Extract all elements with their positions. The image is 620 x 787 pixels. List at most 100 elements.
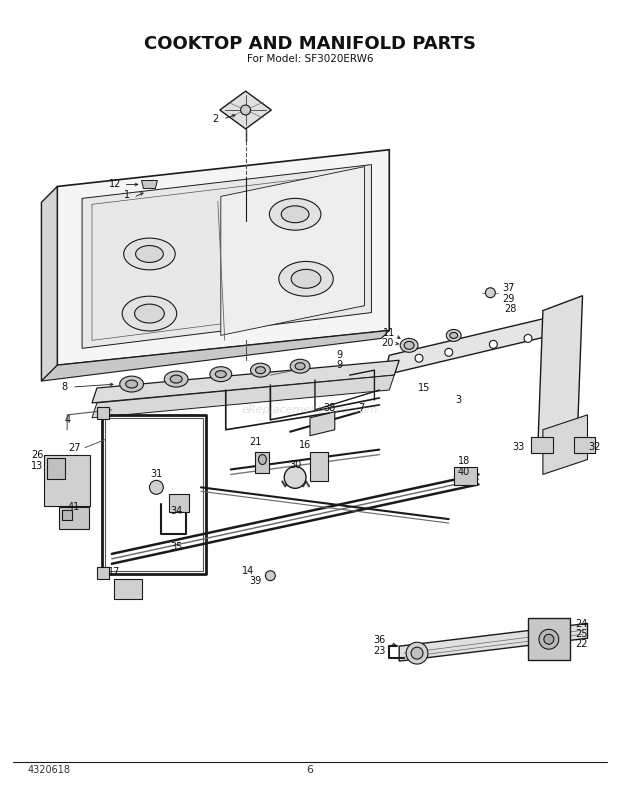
Polygon shape	[384, 311, 578, 375]
Text: 34: 34	[170, 506, 182, 516]
Text: 18: 18	[458, 456, 470, 466]
Polygon shape	[221, 167, 365, 335]
Text: 13: 13	[32, 461, 43, 471]
Ellipse shape	[122, 296, 177, 331]
Text: 40: 40	[458, 467, 470, 478]
Polygon shape	[57, 150, 389, 365]
Ellipse shape	[539, 630, 559, 649]
Ellipse shape	[544, 634, 554, 645]
Bar	[310, 452, 328, 482]
Ellipse shape	[123, 238, 175, 270]
Ellipse shape	[265, 571, 275, 581]
Text: 33: 33	[512, 442, 525, 452]
Text: 7: 7	[358, 403, 365, 413]
Text: 39: 39	[249, 575, 262, 586]
Ellipse shape	[485, 288, 495, 297]
Ellipse shape	[241, 105, 250, 115]
Text: 38: 38	[324, 403, 336, 413]
Bar	[97, 407, 109, 419]
Polygon shape	[220, 91, 272, 129]
Polygon shape	[399, 623, 588, 661]
Text: 15: 15	[418, 383, 430, 393]
Text: 6: 6	[306, 765, 314, 775]
Text: 30: 30	[289, 460, 301, 471]
Bar	[114, 578, 141, 599]
Ellipse shape	[411, 647, 423, 659]
Ellipse shape	[446, 330, 461, 342]
Polygon shape	[310, 412, 335, 436]
Ellipse shape	[489, 341, 497, 349]
Ellipse shape	[404, 342, 414, 349]
Polygon shape	[141, 180, 157, 188]
Text: 35: 35	[170, 542, 182, 552]
Ellipse shape	[524, 334, 532, 342]
Bar	[531, 437, 553, 453]
Text: 22: 22	[575, 639, 588, 649]
Ellipse shape	[269, 198, 321, 230]
Ellipse shape	[149, 480, 163, 494]
Text: 4: 4	[64, 415, 70, 425]
Text: For Model: SF3020ERW6: For Model: SF3020ERW6	[247, 54, 373, 65]
Ellipse shape	[170, 375, 182, 383]
Text: 20: 20	[381, 338, 394, 349]
Text: 12: 12	[108, 179, 121, 190]
Text: 1: 1	[123, 190, 130, 201]
Ellipse shape	[120, 376, 143, 392]
Text: 32: 32	[588, 442, 601, 452]
Bar	[62, 510, 72, 520]
Bar	[45, 455, 90, 506]
Text: 9: 9	[337, 360, 343, 370]
Text: 2: 2	[213, 114, 219, 124]
Text: 36: 36	[373, 635, 386, 645]
Polygon shape	[82, 164, 371, 349]
Text: 25: 25	[575, 630, 588, 639]
Text: 9: 9	[337, 350, 343, 360]
Ellipse shape	[284, 467, 306, 488]
Text: 11: 11	[383, 328, 396, 338]
Polygon shape	[42, 331, 389, 381]
Text: 24: 24	[575, 619, 588, 630]
Text: 16: 16	[299, 440, 311, 449]
Text: 27: 27	[68, 442, 81, 453]
Polygon shape	[92, 360, 399, 403]
Polygon shape	[42, 187, 57, 381]
Ellipse shape	[291, 269, 321, 288]
Bar	[60, 507, 89, 529]
Ellipse shape	[215, 371, 226, 378]
Bar	[574, 437, 595, 453]
Text: 29: 29	[502, 294, 515, 304]
Text: 14: 14	[242, 566, 255, 576]
Ellipse shape	[250, 364, 270, 377]
Text: 26: 26	[31, 449, 43, 460]
Bar	[528, 619, 570, 660]
Text: 41: 41	[68, 502, 80, 512]
Ellipse shape	[445, 349, 453, 357]
Ellipse shape	[164, 371, 188, 387]
Ellipse shape	[290, 359, 310, 373]
Text: 28: 28	[504, 304, 516, 313]
Ellipse shape	[406, 642, 428, 664]
Text: 17: 17	[108, 567, 120, 577]
Polygon shape	[543, 415, 588, 475]
Ellipse shape	[210, 367, 232, 382]
Ellipse shape	[136, 246, 163, 262]
Ellipse shape	[415, 354, 423, 362]
Ellipse shape	[126, 380, 138, 388]
Bar	[47, 457, 65, 479]
Ellipse shape	[259, 455, 267, 464]
Bar	[97, 567, 109, 578]
Bar	[169, 494, 189, 512]
Polygon shape	[92, 375, 394, 418]
Text: 21: 21	[249, 437, 262, 447]
Text: 3: 3	[456, 395, 462, 405]
Ellipse shape	[279, 261, 334, 296]
Ellipse shape	[135, 304, 164, 323]
Text: 23: 23	[373, 646, 386, 656]
Bar	[255, 452, 269, 474]
Text: COOKTOP AND MANIFOLD PARTS: COOKTOP AND MANIFOLD PARTS	[144, 35, 476, 54]
Ellipse shape	[281, 206, 309, 223]
Text: eReplacementParts.com: eReplacementParts.com	[242, 405, 378, 415]
Text: 8: 8	[61, 382, 68, 392]
Ellipse shape	[450, 332, 458, 338]
Text: 4320618: 4320618	[27, 765, 71, 775]
